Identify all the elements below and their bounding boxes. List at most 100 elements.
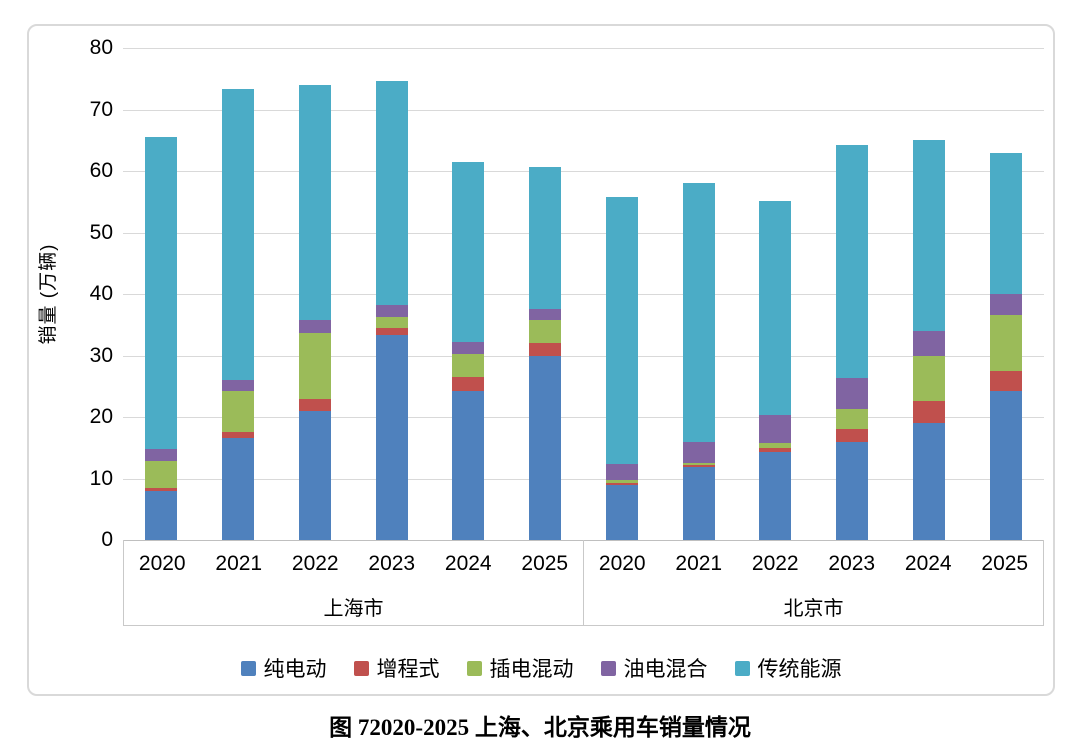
legend-swatch-icon	[466, 660, 482, 676]
segment-油电混合	[759, 415, 792, 443]
segment-增程式	[759, 447, 792, 453]
segment-纯电动	[298, 410, 331, 540]
chart-caption: 图 72020-2025 上海、北京乘用车销量情况	[329, 715, 751, 740]
segment-油电混合	[298, 320, 331, 333]
bar-北京市-2024	[912, 48, 945, 540]
segment-增程式	[298, 399, 331, 411]
segment-传统能源	[145, 137, 178, 450]
bar-slot	[353, 48, 430, 540]
grid-line	[123, 294, 1044, 295]
segment-传统能源	[375, 80, 408, 306]
bar-slot	[277, 48, 354, 540]
segment-纯电动	[375, 335, 408, 540]
x-tick-label: 2023	[368, 551, 416, 575]
grid-line	[123, 48, 1044, 49]
segment-传统能源	[605, 196, 638, 464]
segment-油电混合	[452, 341, 485, 355]
bar-slot	[660, 48, 737, 540]
y-tick-label: 10	[89, 466, 113, 490]
axis-group-北京市: 2020 2021 2022 2023 2024 2025 北京市	[584, 540, 1043, 625]
y-tick-label: 60	[89, 159, 113, 182]
bar-北京市-2020	[605, 48, 638, 540]
segment-增程式	[912, 401, 945, 423]
legend-swatch-icon	[734, 660, 750, 676]
grid-line	[123, 478, 1044, 480]
segment-增程式	[222, 431, 255, 438]
y-tick-label: 30	[89, 343, 113, 367]
segment-增程式	[145, 488, 178, 491]
segment-油电混合	[222, 379, 255, 391]
x-axis: 2020 2021 2022 2023 2024 2025 上海市 2020 2021 2022 2…	[123, 540, 1044, 626]
group-label: 上海市	[323, 597, 384, 620]
segment-纯电动	[222, 437, 255, 540]
bar-slot	[967, 48, 1044, 540]
segment-传统能源	[989, 153, 1022, 295]
segment-纯电动	[989, 391, 1022, 540]
legend-item-增程式: 增程式	[353, 653, 440, 683]
segment-纯电动	[145, 490, 178, 540]
legend-swatch-icon	[240, 660, 256, 676]
grid-line	[123, 109, 1044, 111]
segment-插电混动	[529, 319, 562, 343]
group-label: 北京市	[783, 597, 844, 620]
segment-传统能源	[529, 167, 562, 309]
segment-纯电动	[836, 442, 869, 540]
legend-item-油电混合: 油电混合	[600, 653, 708, 683]
segment-增程式	[529, 342, 562, 357]
segment-插电混动	[298, 332, 331, 400]
segment-增程式	[375, 327, 408, 336]
segment-插电混动	[836, 409, 869, 429]
segment-增程式	[836, 428, 869, 443]
grid-line	[123, 417, 1044, 418]
plot-area	[123, 48, 1044, 541]
segment-插电混动	[145, 461, 178, 489]
segment-纯电动	[452, 391, 485, 540]
y-axis: 0 10 20 30 40 50 60 70 80	[29, 36, 113, 551]
x-tick-label: 2022	[291, 551, 339, 575]
segment-传统能源	[836, 145, 869, 379]
legend-label: 传统能源	[757, 658, 842, 681]
segment-油电混合	[836, 378, 869, 410]
segment-增程式	[605, 482, 638, 485]
y-tick-label: 40	[89, 282, 113, 305]
x-tick-label: 2022	[751, 551, 799, 575]
bar-上海市-2025	[529, 48, 562, 540]
bar-北京市-2025	[989, 48, 1022, 540]
segment-插电混动	[222, 390, 255, 432]
bar-slot	[891, 48, 968, 540]
bar-上海市-2021	[222, 48, 255, 540]
segment-插电混动	[375, 316, 408, 328]
legend-item-插电混动: 插电混动	[466, 653, 574, 683]
bar-slot	[584, 48, 661, 540]
bar-上海市-2023	[375, 48, 408, 540]
bar-slot	[430, 48, 507, 540]
segment-油电混合	[145, 449, 178, 462]
legend: 纯电动 增程式 插电混动 油电混合 传统能源	[29, 650, 1053, 686]
legend-label: 增程式	[376, 658, 440, 681]
x-tick-label: 2020	[138, 551, 186, 575]
bar-slot	[123, 48, 200, 540]
chart-frame: 销量 (万辆) 0 10 20 30 40 50 60 70 80 2020 2021 2022 20…	[27, 24, 1055, 696]
segment-纯电动	[529, 356, 562, 540]
grid-line	[123, 355, 1044, 357]
bar-slot	[737, 48, 814, 540]
legend-item-传统能源: 传统能源	[734, 653, 842, 683]
bar-北京市-2022	[759, 48, 792, 540]
segment-纯电动	[912, 422, 945, 540]
segment-传统能源	[759, 201, 792, 416]
bar-slot	[200, 48, 277, 540]
segment-传统能源	[222, 89, 255, 380]
segment-插电混动	[912, 356, 945, 402]
segment-纯电动	[759, 452, 792, 540]
x-tick-label: 2025	[521, 551, 569, 575]
segment-传统能源	[682, 183, 715, 442]
legend-label: 油电混合	[623, 658, 708, 681]
segment-增程式	[452, 377, 485, 392]
legend-swatch-icon	[353, 660, 369, 676]
legend-label: 插电混动	[489, 658, 574, 681]
segment-纯电动	[605, 484, 638, 540]
y-tick-label: 0	[101, 528, 113, 551]
segment-传统能源	[912, 140, 945, 331]
bar-slot	[507, 48, 584, 540]
bars-container	[123, 48, 1044, 540]
